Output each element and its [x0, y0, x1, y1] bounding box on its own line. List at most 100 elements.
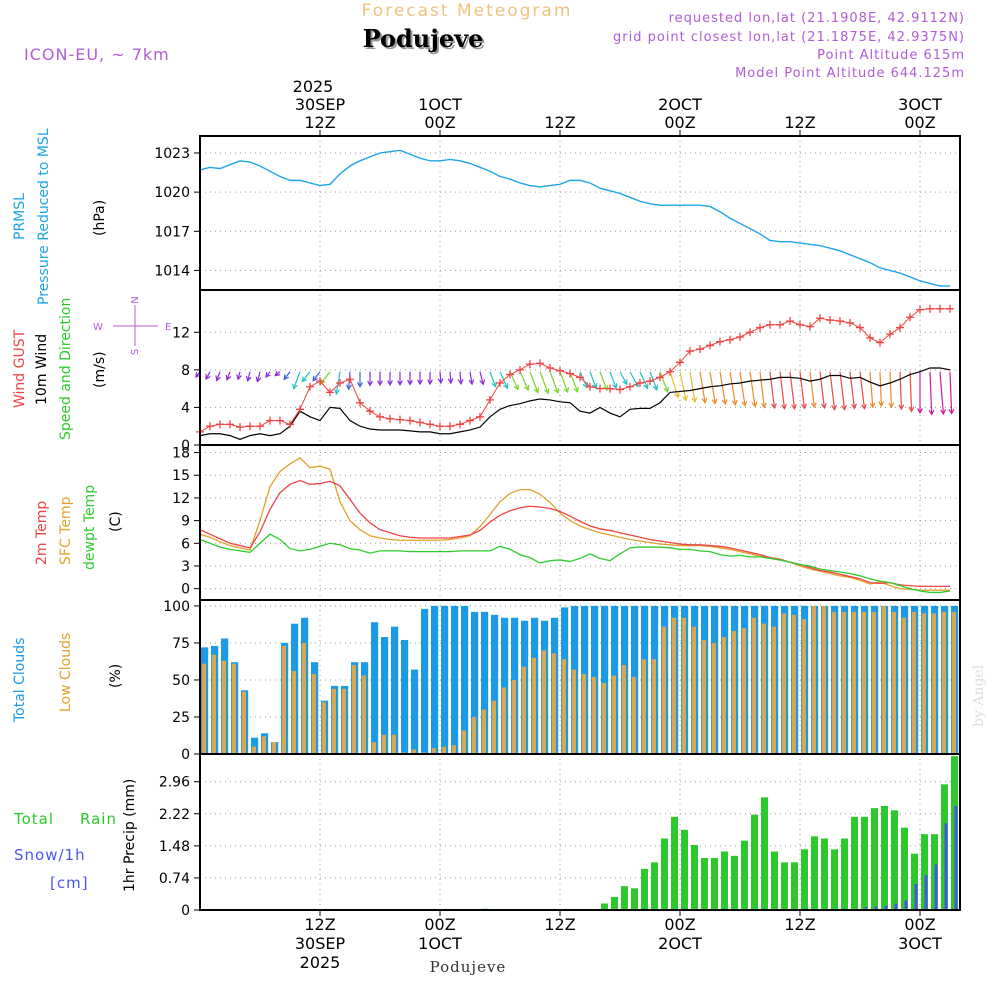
- gust-marker: [416, 418, 424, 427]
- model-label: ICON-EU, ~ 7km: [24, 45, 170, 64]
- low-cloud-bar: [861, 611, 866, 754]
- low-cloud-bar: [831, 611, 836, 754]
- low-cloud-bar: [731, 631, 736, 754]
- wind-arrow: [939, 371, 944, 415]
- wind-arrow-head: [701, 397, 708, 404]
- low-cloud-bar: [881, 605, 886, 754]
- rain-bar: [681, 829, 688, 910]
- rain-bar: [901, 827, 908, 910]
- gust-marker: [526, 360, 534, 369]
- wind-arrow: [439, 371, 442, 384]
- wind-arrow-head: [533, 387, 540, 394]
- rain-bar: [861, 816, 868, 910]
- gust-marker: [396, 415, 404, 424]
- requested-coords: requested lon,lat (21.1908E, 42.9112N): [669, 11, 965, 26]
- compass-rose: W E N S: [93, 296, 171, 355]
- temp-dewpt-line: [199, 533, 951, 594]
- location-title-shadow: Podujeve: [365, 26, 486, 55]
- low-cloud-bar: [441, 746, 446, 754]
- wind-arrow: [489, 371, 497, 387]
- gust-marker: [436, 422, 444, 431]
- low-cloud-bar: [271, 742, 276, 754]
- low-cloud-bar: [221, 660, 226, 754]
- wind-arrow-head: [563, 387, 570, 394]
- gust-marker: [206, 422, 214, 431]
- top-time-label: 00Z: [664, 113, 695, 132]
- gust-marker: [756, 323, 764, 332]
- gust-marker: [936, 304, 944, 313]
- wind-arrow: [679, 371, 687, 401]
- gust-marker: [606, 384, 614, 393]
- wind-ytick-label: 12: [172, 325, 190, 341]
- low-cloud-bar: [501, 687, 506, 754]
- gust-marker: [866, 333, 874, 342]
- rain-bar: [731, 855, 738, 910]
- low-cloud-bar: [481, 709, 486, 754]
- snow-bar: [874, 906, 878, 910]
- wind-arrow-head: [760, 402, 767, 409]
- gust-marker: [946, 304, 954, 313]
- wind-arrow: [539, 371, 549, 394]
- gust-marker: [926, 304, 934, 313]
- wind-ytick-label: 0: [181, 438, 190, 454]
- wind-arrow-head: [711, 398, 718, 405]
- wind-arrow-head: [468, 379, 475, 386]
- pressure-ytick-label: 1023: [154, 146, 190, 162]
- low-cloud-bar: [311, 674, 316, 754]
- gust-marker: [576, 373, 584, 382]
- wind-arrow: [809, 371, 815, 408]
- wind-arrow-head: [523, 384, 530, 392]
- wind-arrow-head: [643, 383, 649, 390]
- snow-bar: [864, 907, 868, 910]
- bottom-time-label: 00Z: [664, 915, 695, 934]
- compass-east: E: [165, 322, 171, 333]
- low-cloud-bar: [351, 665, 356, 754]
- rain-bar: [671, 816, 678, 910]
- wind-arrow: [739, 371, 746, 406]
- model-altitude: Model Point Altitude 644.125m: [735, 66, 965, 81]
- top-time-label: 12Z: [784, 113, 815, 132]
- wind-arrow: [719, 371, 726, 405]
- low-cloud-bar: [691, 626, 696, 754]
- bottom-date-label: 1OCT: [418, 934, 462, 953]
- gust-marker: [686, 347, 694, 356]
- gust-marker: [216, 420, 224, 429]
- gust-marker: [716, 337, 724, 346]
- low-cloud-bar: [801, 619, 806, 754]
- gust-marker: [356, 398, 364, 407]
- top-date-label: 30SEP: [295, 95, 346, 114]
- wind-arrow-head: [245, 375, 252, 383]
- wind-arrow: [909, 371, 913, 412]
- gust-marker: [916, 305, 924, 314]
- pressure-unit: (hPa): [92, 200, 108, 236]
- bottom-date-label: 2OCT: [658, 934, 702, 953]
- wind-arrow: [899, 371, 903, 410]
- wind-arrow: [819, 371, 825, 409]
- gust-marker: [736, 332, 744, 341]
- low-cloud-bar: [811, 605, 816, 754]
- rain-bar: [721, 851, 728, 910]
- wind-arrow: [469, 371, 473, 385]
- gust-marker: [796, 320, 804, 329]
- wind-arrow-head: [553, 387, 560, 395]
- wind-arrow-head: [770, 403, 777, 410]
- total-cloud-bar: [501, 617, 509, 754]
- wind-arrow-head: [801, 403, 807, 410]
- gust-marker: [746, 328, 754, 337]
- wind-arrow: [669, 371, 679, 398]
- wind-arrow: [237, 371, 241, 380]
- wind-arrow: [929, 371, 933, 415]
- total-cloud-bar: [371, 622, 379, 754]
- low-cloud-bar: [411, 749, 416, 754]
- snow-bar: [894, 903, 898, 910]
- clouds-ytick-label: 0: [181, 747, 190, 763]
- clouds-ytick-label: 50: [172, 673, 190, 689]
- wind-arrow: [839, 371, 846, 410]
- wind-arrow: [569, 371, 579, 393]
- precip-ytick-label: 1.48: [159, 839, 190, 855]
- total-cloud-bar: [431, 605, 439, 754]
- wind-arrow-head: [602, 385, 609, 392]
- top-time-label: 00Z: [904, 113, 935, 132]
- gust-marker: [336, 379, 344, 387]
- point-altitude: Point Altitude 615m: [817, 48, 965, 63]
